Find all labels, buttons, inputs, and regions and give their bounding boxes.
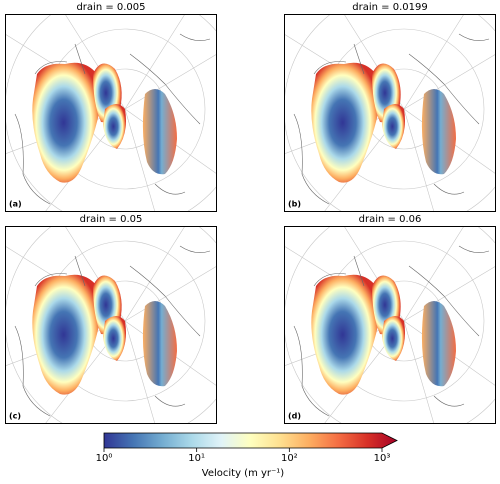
panel-title: drain = 0.05 [80,214,143,225]
tick-label: 10³ [374,453,391,464]
panel-title: drain = 0.005 [76,2,145,13]
panel-label: (d) [288,412,301,421]
panel: (d) [284,201,500,441]
map [284,201,500,441]
panel-label: (b) [288,200,301,209]
panel: (a) [5,0,245,229]
panel-title: drain = 0.0199 [352,2,427,13]
tick-label: 10² [281,453,298,464]
colorbar: Velocity (m yr⁻¹) 10⁰ 10¹ 10² 10³ [96,432,398,479]
tick-label: 10¹ [188,453,205,464]
panel-label: (c) [9,412,21,421]
colorbar-label: Velocity (m yr⁻¹) [202,468,285,479]
map [284,0,500,229]
tick-label: 10⁰ [96,453,113,464]
panel: (b) [284,0,500,229]
map [5,0,245,229]
colorbar-gradient [103,432,398,449]
map [5,201,245,441]
panel-title: drain = 0.06 [359,214,422,225]
panel: (c) [5,201,245,441]
panel-label: (a) [9,200,22,209]
